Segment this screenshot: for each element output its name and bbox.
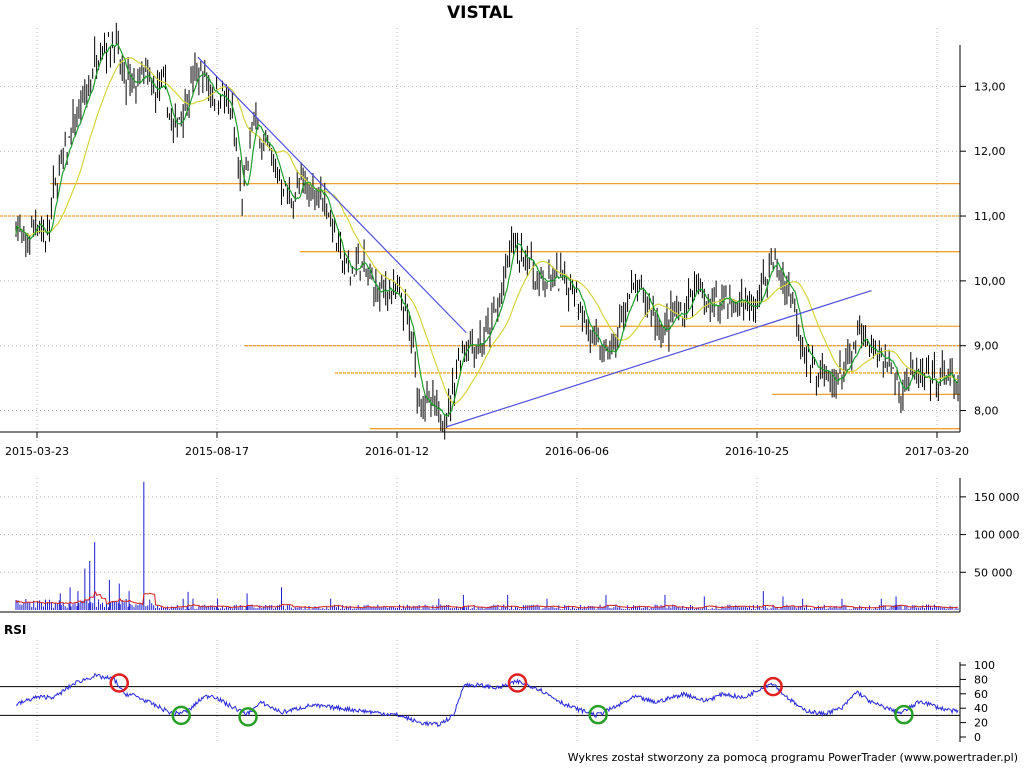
volume-bars <box>15 481 959 610</box>
date-axis: 2015-03-23 2015-08-17 2016-01-12 2016-06… <box>5 445 969 458</box>
rsi-highlight-circle <box>763 676 783 697</box>
rsi-tick-label: 20 <box>974 717 988 730</box>
rsi-grid <box>0 640 960 742</box>
volume-tick-label: 50 000 <box>974 566 1013 579</box>
rsi-highlight-circle <box>171 705 191 726</box>
rsi-tick-label: 80 <box>974 673 988 686</box>
price-tick-label: 9,00 <box>974 340 999 353</box>
moving-average-long <box>15 57 959 405</box>
date-tick-label: 2015-08-17 <box>185 445 249 458</box>
rsi-highlight-circle <box>238 707 258 727</box>
chart-title: VISTAL <box>447 3 513 23</box>
trendline <box>446 290 872 428</box>
date-tick-label: 2016-06-06 <box>545 445 609 458</box>
rsi-highlight-circle <box>109 673 129 693</box>
rsi-highlight-circles <box>109 673 914 727</box>
trendline <box>197 56 467 334</box>
moving-average-short <box>15 43 959 417</box>
price-tick-label: 12,00 <box>974 145 1006 158</box>
price-tick-label: 13,00 <box>974 80 1006 93</box>
price-axis: 8,00 9,00 10,00 11,00 12,00 13,00 <box>36 45 1006 438</box>
date-tick-label: 2017-03-20 <box>905 445 969 458</box>
date-tick-label: 2016-01-12 <box>365 445 429 458</box>
volume-axis: 50 000 100 000 150 000 <box>959 478 1020 612</box>
trendlines <box>197 56 872 428</box>
rsi-highlight-circle <box>588 704 608 725</box>
price-tick-label: 11,00 <box>974 210 1006 223</box>
price-tick-label: 8,00 <box>974 405 999 418</box>
rsi-tick-label: 60 <box>974 688 988 701</box>
volume-tick-label: 100 000 <box>974 529 1020 542</box>
volume-grid <box>0 478 960 613</box>
date-tick-label: 2015-03-23 <box>5 445 69 458</box>
price-candles <box>15 22 959 440</box>
volume-average <box>15 591 958 609</box>
rsi-highlight-circle <box>894 704 914 725</box>
price-tick-label: 10,00 <box>974 275 1006 288</box>
rsi-tick-label: 100 <box>974 659 995 672</box>
support-resistance-levels <box>0 182 960 430</box>
rsi-tick-label: 0 <box>974 731 981 744</box>
volume-average-line <box>15 591 958 609</box>
price-panel: 8,00 9,00 10,00 11,00 12,00 13,00 <box>0 22 1006 442</box>
volume-panel: 50 000 100 000 150 000 <box>0 478 1020 613</box>
volume-tick-label: 150 000 <box>974 491 1020 504</box>
moving-averages <box>15 43 959 417</box>
rsi-tick-label: 40 <box>974 702 988 715</box>
rsi-highlight-circle <box>507 673 528 693</box>
footer-credit: Wykres został stworzony za pomocą progra… <box>568 751 1018 764</box>
rsi-label: RSI <box>4 623 26 637</box>
date-tick-label: 2016-10-25 <box>725 445 789 458</box>
